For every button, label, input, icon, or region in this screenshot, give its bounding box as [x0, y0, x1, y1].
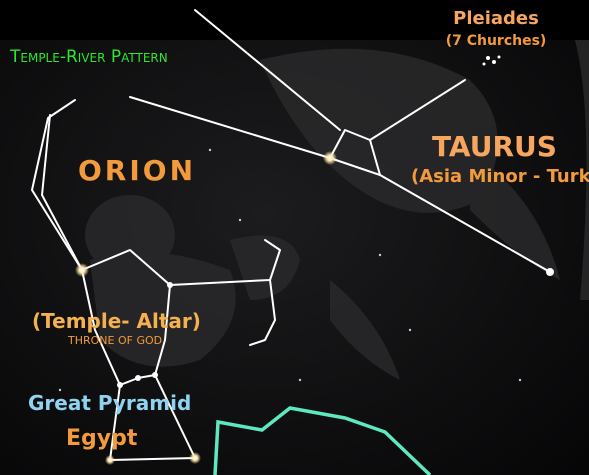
egypt-label: Egypt [66, 426, 138, 451]
pleiades-label: Pleiades [453, 8, 539, 29]
star-map: Temple-River Pattern ORION Pleiades (7 C… [0, 0, 589, 475]
throne-label: THRONE OF GOD [67, 334, 162, 347]
pattern-label: Temple-River Pattern [9, 47, 168, 67]
orion-label: ORION [78, 154, 196, 187]
taurus-label: TAURUS [432, 130, 557, 163]
altar-label: (Temple- Altar) [32, 309, 201, 333]
asia-label: (Asia Minor - Turke [411, 166, 589, 187]
churches-label: (7 Churches) [446, 33, 547, 49]
pyramid-label: Great Pyramid [28, 391, 191, 415]
